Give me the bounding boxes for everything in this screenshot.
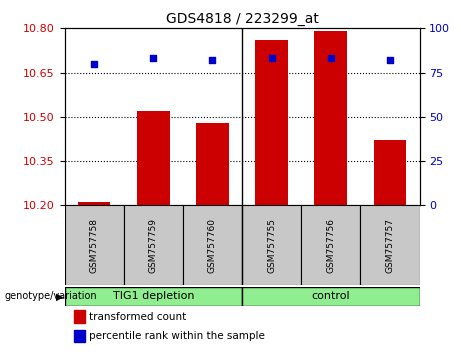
Text: ▶: ▶: [56, 291, 64, 302]
FancyBboxPatch shape: [301, 205, 361, 285]
Bar: [137, 111, 170, 205]
Text: GSM757755: GSM757755: [267, 218, 276, 273]
Title: GDS4818 / 223299_at: GDS4818 / 223299_at: [165, 12, 319, 26]
FancyBboxPatch shape: [65, 205, 124, 285]
FancyBboxPatch shape: [65, 287, 242, 306]
Text: transformed count: transformed count: [89, 312, 186, 322]
Text: TIG1 depletion: TIG1 depletion: [112, 291, 194, 302]
Text: GSM757756: GSM757756: [326, 218, 335, 273]
FancyBboxPatch shape: [242, 205, 301, 285]
Text: control: control: [312, 291, 350, 302]
Bar: [255, 40, 288, 205]
Bar: [314, 31, 347, 205]
Point: [90, 61, 98, 67]
Point: [268, 56, 275, 61]
FancyBboxPatch shape: [242, 287, 420, 306]
FancyBboxPatch shape: [183, 205, 242, 285]
Bar: [196, 123, 229, 205]
Point: [327, 56, 334, 61]
Text: GSM757757: GSM757757: [385, 218, 395, 273]
FancyBboxPatch shape: [361, 205, 420, 285]
Text: GSM757759: GSM757759: [149, 218, 158, 273]
Bar: [374, 141, 406, 205]
Point: [209, 57, 216, 63]
Point: [149, 56, 157, 61]
Point: [386, 57, 394, 63]
Text: genotype/variation: genotype/variation: [5, 291, 97, 302]
FancyBboxPatch shape: [124, 205, 183, 285]
Text: GSM757758: GSM757758: [89, 218, 99, 273]
Bar: [78, 202, 110, 205]
Text: percentile rank within the sample: percentile rank within the sample: [89, 331, 265, 341]
Text: GSM757760: GSM757760: [208, 218, 217, 273]
